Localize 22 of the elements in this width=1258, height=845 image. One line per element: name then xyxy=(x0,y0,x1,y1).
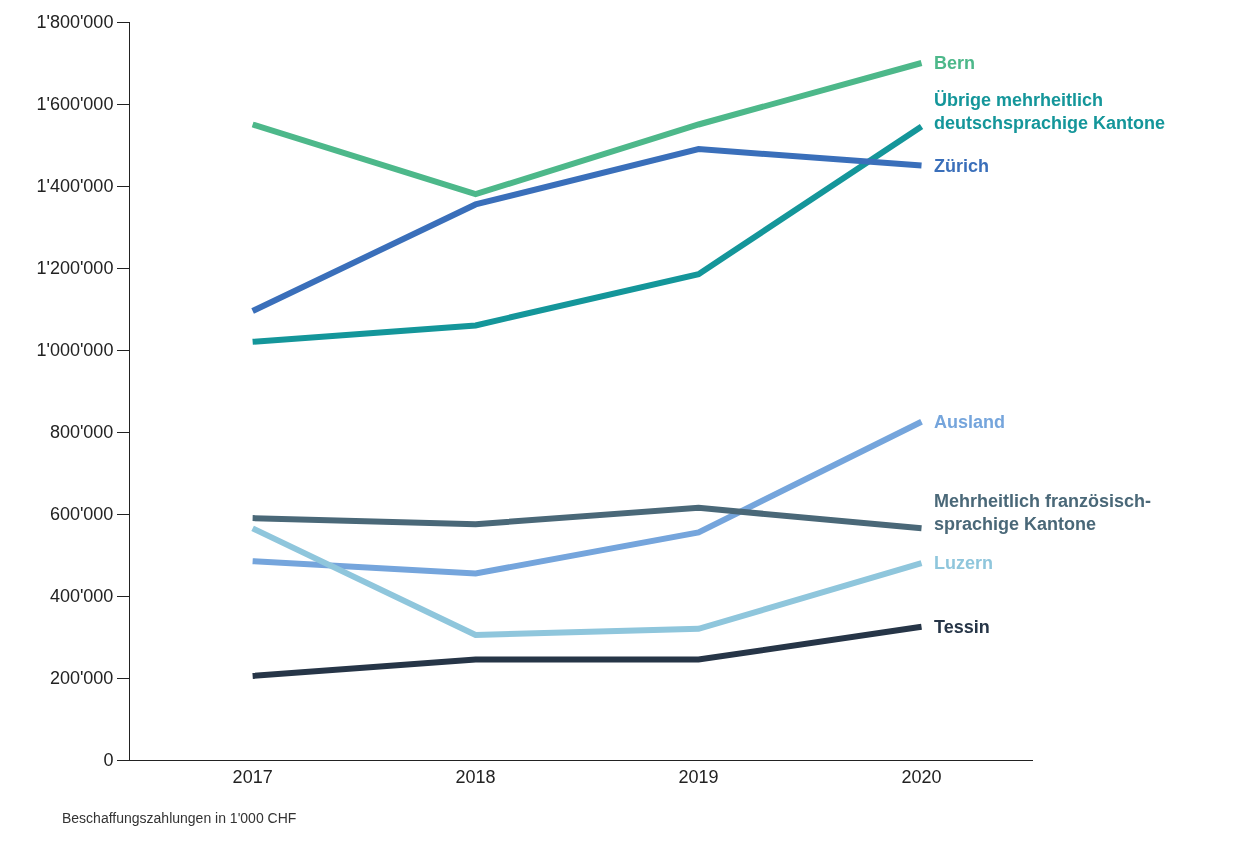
y-tick-label: 1'400'000 xyxy=(36,176,114,197)
x-tick-label: 2019 xyxy=(678,766,719,787)
x-tick-label: 2017 xyxy=(232,766,273,787)
y-tick-label: 400'000 xyxy=(49,586,114,607)
y-tick-label: 0 xyxy=(103,750,114,771)
y-tick-label: 1'800'000 xyxy=(36,12,114,33)
series-label: Übrige mehrheitlich deutschsprachige Kantone xyxy=(934,90,1166,134)
series-label: Mehrheitlich französisch- sprachige Kantone xyxy=(934,491,1152,535)
series-label: Tessin xyxy=(934,617,990,637)
y-tick-label: 600'000 xyxy=(49,504,114,525)
y-tick-label: 1'600'000 xyxy=(36,94,114,115)
y-tick-label: 200'000 xyxy=(49,668,114,689)
text: Beschaffungszahlungen in 1'000 CHF xyxy=(62,810,297,826)
y-tick-label: 800'000 xyxy=(49,422,114,443)
series-label: Bern xyxy=(934,53,976,73)
x-tick-label: 2018 xyxy=(455,766,496,787)
series-label: Zürich xyxy=(934,156,990,176)
series-label: Ausland xyxy=(934,412,1006,432)
y-tick-label: 1'000'000 xyxy=(36,340,114,361)
y-tick-label: 1'200'000 xyxy=(36,258,114,279)
x-tick-label: 2020 xyxy=(901,766,942,787)
series-label: Luzern xyxy=(934,553,994,573)
